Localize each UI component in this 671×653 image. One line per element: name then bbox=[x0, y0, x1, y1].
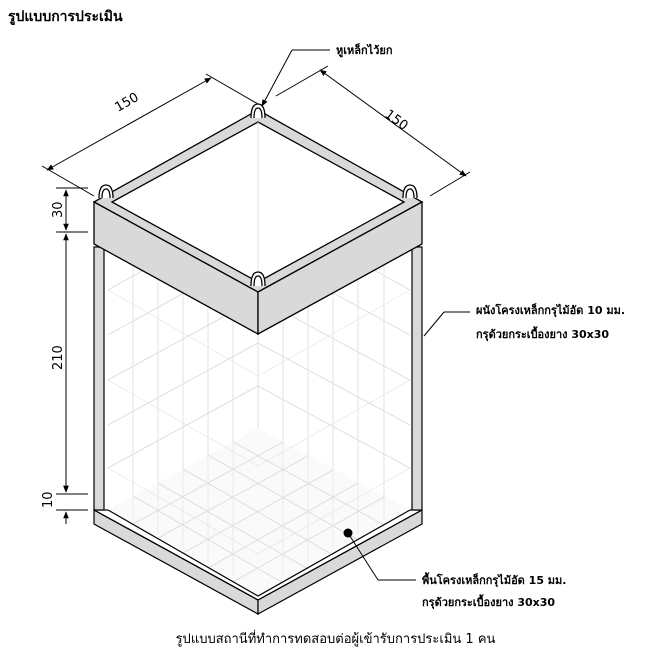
hook-label: หูเหล็กไว้ยก bbox=[336, 43, 393, 58]
wall-label-line1: ผนังโครงเหล็กกรุไม้อัด 10 มม. bbox=[476, 303, 625, 318]
page-title: รูปแบบการประเมิน bbox=[8, 9, 123, 25]
lifting-hooks bbox=[98, 103, 418, 287]
wall-label-line2: กรุด้วยกระเบื้องยาง 30x30 bbox=[476, 326, 609, 342]
floor-label-line1: พื้นโครงเหล็กกรุไม้อัด 15 มม. bbox=[422, 572, 566, 588]
floor-leader bbox=[343, 528, 416, 581]
dim-width-left: 150 bbox=[113, 90, 142, 115]
dim-width-right: 150 bbox=[382, 107, 411, 134]
dimension-lines bbox=[41, 65, 471, 524]
figure-caption: รูปแบบสถานีที่ทำการทดสอบต่อผู้เข้ารับการ… bbox=[175, 632, 496, 647]
floor-label-line2: กรุด้วยกระเบื้องยาง 30x30 bbox=[422, 594, 555, 610]
floor-slab bbox=[93, 508, 423, 616]
hook-leader bbox=[261, 49, 330, 107]
floor-grid bbox=[108, 428, 410, 597]
wall-leader bbox=[423, 311, 470, 337]
dim-wall-height: 210 bbox=[51, 345, 66, 370]
dim-floor-thickness: 10 bbox=[41, 491, 56, 508]
dim-top-band: 30 bbox=[51, 201, 66, 218]
front-wall-grid bbox=[107, 252, 411, 576]
